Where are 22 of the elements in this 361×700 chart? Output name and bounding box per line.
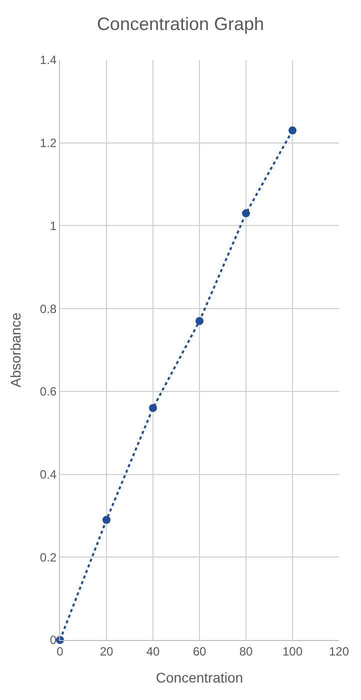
x-tick-label: 60: [192, 644, 206, 658]
y-tick-label: 1.2: [40, 136, 57, 150]
y-tick-label: 1: [50, 218, 57, 233]
y-tick-label: 0: [50, 633, 57, 648]
point: [288, 126, 296, 134]
x-tick-label: 40: [146, 644, 160, 658]
x-tick-label: 80: [239, 644, 253, 658]
point: [196, 317, 204, 325]
point: [242, 209, 250, 218]
y-tick-label: 0.4: [40, 467, 57, 482]
y-axis-title: Absorbance: [8, 312, 24, 388]
x-axis-title: Concentration: [156, 670, 244, 686]
y-tick-label: 0.6: [40, 384, 57, 399]
y-tick-label: 1.4: [40, 53, 57, 68]
point: [149, 404, 157, 412]
x-tick-label: 100: [282, 644, 303, 658]
point: [102, 516, 110, 524]
y-tick-label: 0.8: [40, 302, 57, 316]
x-tick-label: 120: [328, 644, 350, 658]
chart-title: Concentration Graph: [96, 14, 264, 34]
y-tick-label: 0.2: [40, 550, 57, 564]
x-tick-label: 20: [100, 644, 114, 658]
